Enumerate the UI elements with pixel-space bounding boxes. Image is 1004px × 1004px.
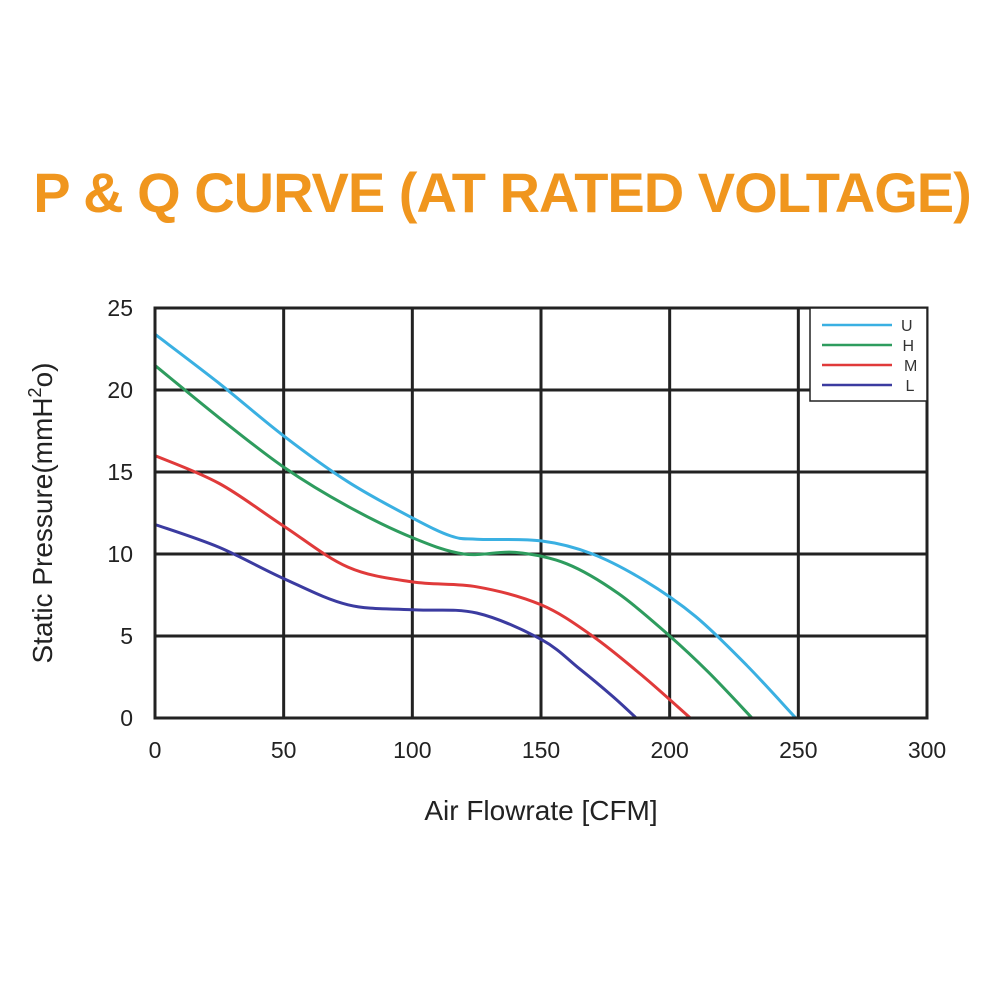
x-tick-100: 100 (393, 737, 431, 763)
y-tick-0: 0 (120, 705, 133, 731)
y-tick-15: 15 (107, 459, 133, 485)
series-line-l (153, 523, 638, 720)
y-tick-5: 5 (120, 623, 133, 649)
curves (153, 332, 798, 720)
y-tick-10: 10 (107, 541, 133, 567)
grid (155, 308, 927, 718)
series-line-m (153, 454, 692, 720)
x-tick-0: 0 (149, 737, 162, 763)
y-axis-label: Static Pressure(mmH2o) (25, 363, 58, 664)
y-axis-label-sup: 2 (25, 387, 45, 397)
legend-label-m: M (904, 358, 917, 375)
chart-title: P & Q CURVE (AT RATED VOLTAGE) (33, 161, 972, 224)
y-axis-label-main: Static Pressure(mmH (27, 397, 58, 663)
x-tick-labels: 0 50 100 150 200 250 300 (149, 737, 947, 763)
plot-frame (153, 306, 929, 720)
legend-label-l: L (906, 378, 915, 395)
x-tick-250: 250 (779, 737, 817, 763)
series-line-h (153, 363, 754, 720)
y-tick-25: 25 (107, 295, 133, 321)
x-axis-label: Air Flowrate [CFM] (424, 795, 657, 826)
x-tick-50: 50 (271, 737, 297, 763)
y-tick-labels: 0 5 10 15 20 25 (107, 295, 133, 731)
legend-label-h: H (903, 338, 915, 355)
x-tick-150: 150 (522, 737, 560, 763)
legend-label-u: U (901, 318, 913, 335)
x-tick-200: 200 (650, 737, 688, 763)
series-line-u (153, 332, 798, 720)
x-tick-300: 300 (908, 737, 946, 763)
y-axis-label-end: o) (27, 363, 58, 388)
y-tick-20: 20 (107, 377, 133, 403)
